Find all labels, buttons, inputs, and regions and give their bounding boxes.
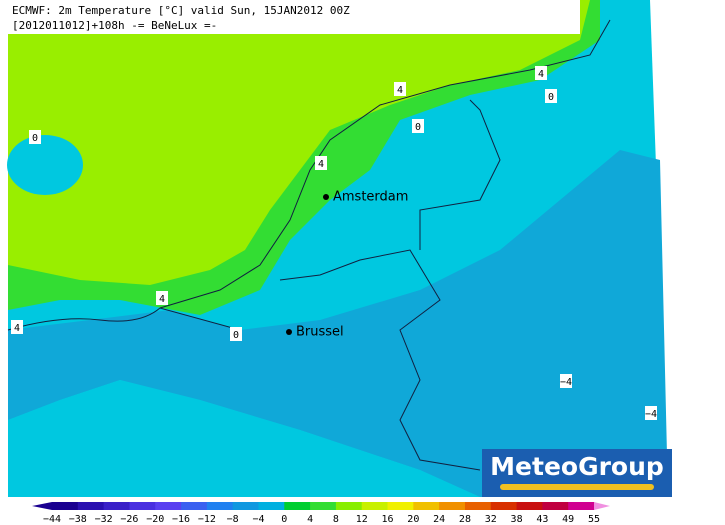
colorbar-label: 16 [382, 514, 394, 525]
contour-label-box [394, 82, 406, 96]
colorbar-label: 12 [356, 514, 368, 525]
contour-label-box [545, 89, 557, 103]
contour-label-box [535, 66, 547, 80]
contour-label-box [11, 320, 23, 334]
colorbar-segment [232, 502, 259, 510]
contour-label: 4 [397, 85, 403, 96]
contour-label-box [560, 374, 572, 388]
city-label: Brussel [296, 325, 344, 340]
contour-label-box [156, 291, 168, 305]
colorbar-segment [439, 502, 466, 510]
colorbar-segment [490, 502, 518, 510]
colorbar-label: 0 [281, 514, 287, 525]
colorbar-label: −4 [252, 514, 264, 525]
colorbar-label: 28 [459, 514, 471, 525]
colorbar-label: −38 [69, 514, 87, 525]
city-label: Amsterdam [333, 190, 408, 205]
contour-label: 4 [538, 69, 544, 80]
colorbar-label: −44 [43, 514, 61, 525]
logo: MeteoGroup [490, 452, 664, 481]
contour-label-box [230, 327, 242, 341]
colorbar-segment [542, 502, 569, 510]
colorbar-segment [335, 502, 363, 510]
colorbar-segment [516, 502, 543, 510]
contour-label: 4 [318, 159, 324, 170]
header-line: ECMWF: 2m Temperature [°C] valid Sun, 15… [12, 4, 350, 17]
header-box [8, 0, 580, 34]
contour-label: 4 [159, 294, 165, 305]
colorbar-segment [387, 502, 414, 510]
colorbar-segment [258, 502, 285, 510]
colorbar-segment [206, 502, 234, 510]
cold-patch [7, 135, 83, 195]
city-dot [286, 329, 292, 335]
colorbar-segment [52, 502, 79, 510]
colorbar-label: 38 [511, 514, 523, 525]
contour-label: 0 [415, 122, 421, 133]
contour-label: −4 [560, 377, 572, 388]
cold-zone-edge [8, 380, 480, 497]
contour-label-box [315, 156, 327, 170]
colorbar-label: −26 [120, 514, 138, 525]
colorbar-label: −20 [146, 514, 164, 525]
colorbar-label: 55 [588, 514, 600, 525]
contour-label-box [645, 406, 657, 420]
colorbar-segment [103, 502, 130, 510]
colorbar-label: −12 [198, 514, 216, 525]
cold-zone [8, 150, 668, 497]
colorbar-label: 4 [307, 514, 313, 525]
contour-label: 4 [14, 323, 20, 334]
colorbar-label: 49 [562, 514, 574, 525]
colorbar-label: 20 [407, 514, 419, 525]
colorbar-end [32, 502, 52, 510]
colorbar-segment [129, 502, 156, 510]
colorbar-label: 8 [333, 514, 339, 525]
contour-label: 0 [32, 133, 38, 144]
colorbar-segment [361, 502, 389, 510]
colorbar-label: 32 [485, 514, 497, 525]
contour-label: 0 [548, 92, 554, 103]
colorbar-label: −16 [172, 514, 190, 525]
logo-swoosh [500, 484, 654, 490]
colorbar-label: −32 [95, 514, 113, 525]
contour-label-box [412, 119, 424, 133]
map: MeteoGroup [7, 0, 672, 497]
colorbar-segment [284, 502, 311, 510]
colorbar-segment [181, 502, 208, 510]
header-line: [2012011012]+108h -= BeNeLux =- [12, 19, 217, 32]
contour-label: −4 [645, 409, 657, 420]
borders [7, 19, 611, 471]
colorbar-segment [310, 502, 337, 510]
colorbar-segment [155, 502, 182, 510]
colorbar-end [594, 502, 610, 510]
colorbar-label: 24 [433, 514, 445, 525]
contour-label: 0 [233, 330, 239, 341]
city-dot [323, 194, 329, 200]
warm-sea [8, 0, 590, 285]
contour-label-box [29, 130, 41, 144]
colorbar-segment [413, 502, 440, 510]
colorbar-segment [77, 502, 105, 510]
colorbar-segment [464, 502, 492, 510]
colorbar-label: 43 [536, 514, 548, 525]
colorbar-label: −8 [227, 514, 239, 525]
colorbar-segment [568, 502, 595, 510]
